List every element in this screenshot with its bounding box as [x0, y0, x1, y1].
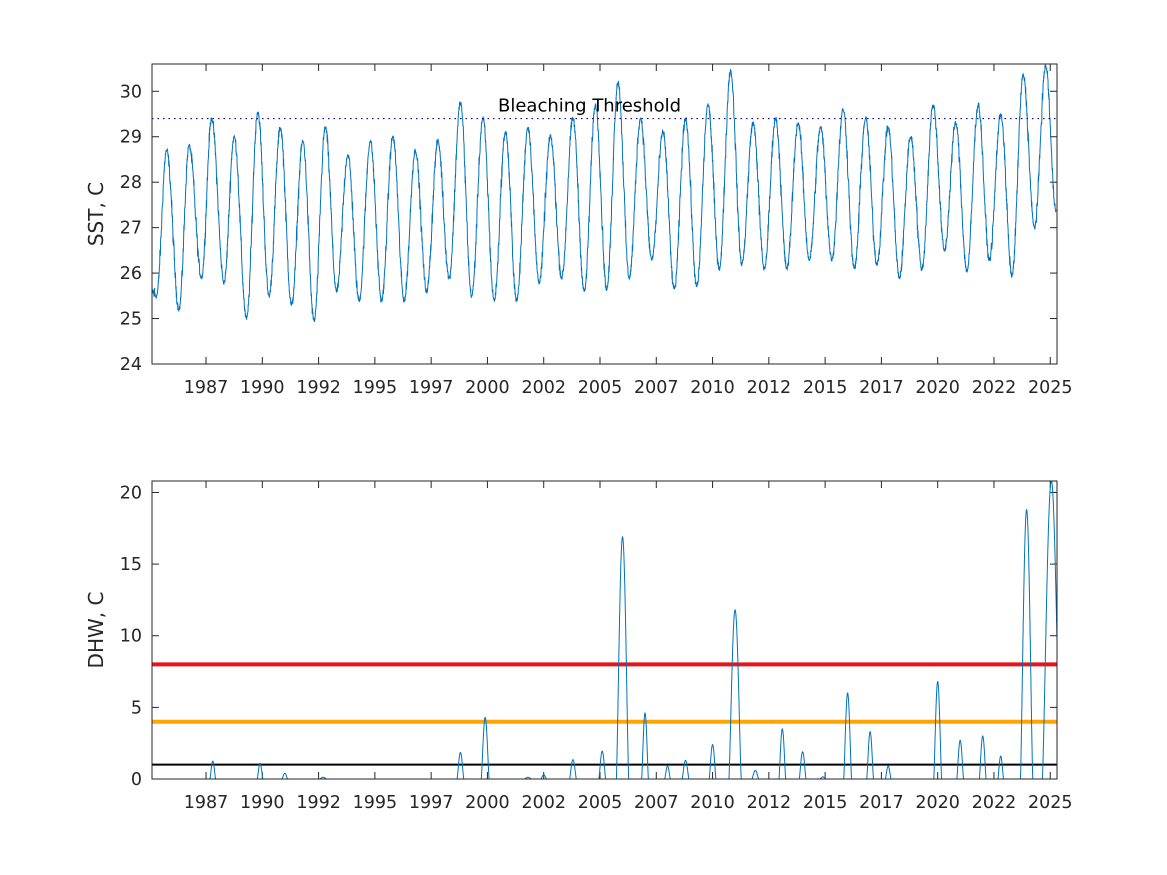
y-tick-label: 0 [131, 770, 142, 790]
x-tick-label: 2007 [634, 378, 679, 398]
x-tick-label: 1987 [184, 378, 229, 398]
sst-series-line [151, 64, 1057, 323]
x-tick-label: 2010 [690, 378, 735, 398]
bleaching-threshold-label: Bleaching Threshold [498, 96, 681, 117]
dhw-series-line [152, 480, 1058, 780]
y-tick-label: 30 [120, 82, 142, 102]
y-tick-label: 5 [131, 698, 142, 718]
x-tick-label: 2000 [465, 793, 510, 813]
x-tick-label: 1995 [353, 793, 398, 813]
y-tick-label: 28 [120, 173, 142, 193]
x-tick-label: 2012 [747, 793, 792, 813]
y-tick-label: 25 [120, 310, 142, 330]
x-tick-label: 1997 [409, 378, 454, 398]
sst-panel: 24 25 26 27 28 29 30 1987 1990 1992 1995 1997 2000 20… [84, 63, 1073, 398]
x-tick-label: 2005 [578, 378, 623, 398]
y-tick-label: 27 [120, 219, 142, 239]
x-tick-label: 2002 [521, 793, 566, 813]
x-tick-label: 2022 [972, 793, 1017, 813]
y-tick-label: 26 [120, 264, 142, 284]
x-tick-label: 2025 [1028, 793, 1073, 813]
x-tick-label: 2002 [521, 378, 566, 398]
y-tick-label: 15 [120, 555, 142, 575]
x-tick-label: 2005 [578, 793, 623, 813]
y-tick-label: 24 [120, 355, 142, 375]
y-tick-label: 10 [120, 627, 142, 647]
x-tick-label: 1987 [184, 793, 229, 813]
x-tick-label: 2017 [859, 793, 904, 813]
x-tick-label: 2015 [803, 378, 848, 398]
x-tick-label: 1992 [296, 793, 341, 813]
x-tick-label: 1995 [353, 378, 398, 398]
x-tick-label: 2000 [465, 378, 510, 398]
x-tick-label: 2015 [803, 793, 848, 813]
axes-frame [151, 480, 1058, 780]
x-tick-label: 1997 [409, 793, 454, 813]
y-axis-label: DHW, C [84, 592, 108, 669]
y-tick-label: 20 [120, 483, 142, 503]
x-tick-label: 1990 [240, 793, 285, 813]
y-axis-label: SST, C [84, 182, 108, 246]
dhw-panel: 0 5 10 15 20 1987 1990 1992 1995 1997 2000 2002 2005… [84, 480, 1073, 813]
x-tick-label: 2020 [915, 378, 960, 398]
x-tick-label: 2025 [1028, 378, 1073, 398]
x-tick-label: 2022 [972, 378, 1017, 398]
x-tick-label: 1990 [240, 378, 285, 398]
x-tick-label: 2012 [747, 378, 792, 398]
x-tick-label: 2017 [859, 378, 904, 398]
x-tick-label: 2007 [634, 793, 679, 813]
y-tick-label: 29 [120, 128, 142, 148]
axes-frame [151, 63, 1058, 365]
x-tick-label: 1992 [296, 378, 341, 398]
x-tick-label: 2010 [690, 793, 735, 813]
x-tick-label: 2020 [915, 793, 960, 813]
